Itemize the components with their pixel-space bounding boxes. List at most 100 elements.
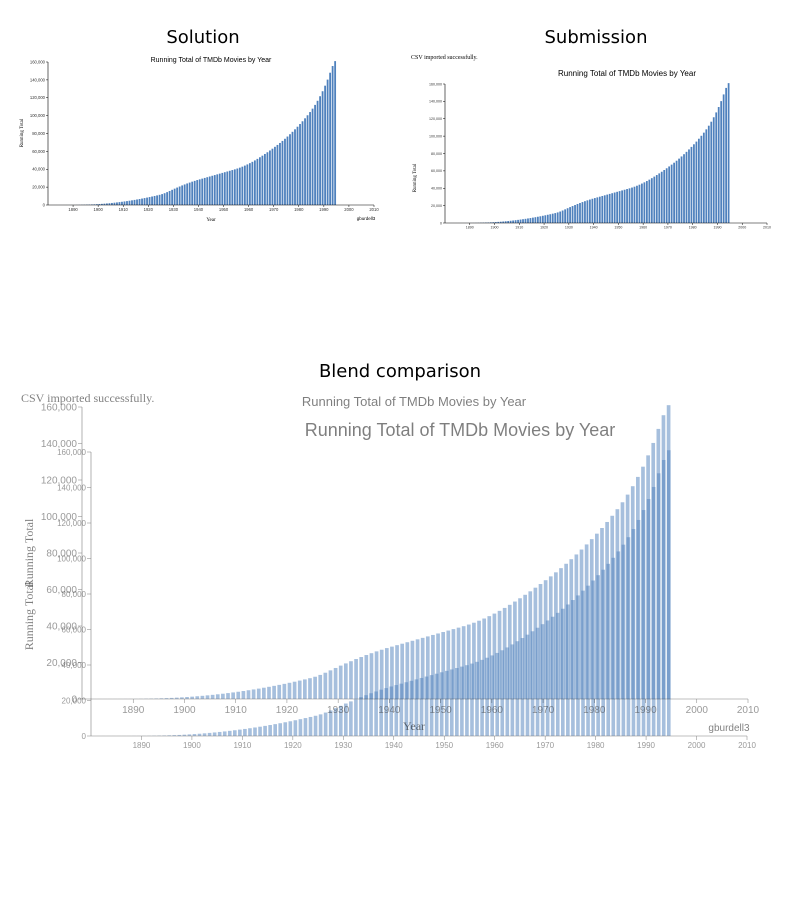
blend-solution-bar-1948 bbox=[425, 636, 430, 699]
submission-y-tick-label-20000: 20,000 bbox=[431, 204, 442, 208]
blend-solution-bar-1922 bbox=[292, 681, 297, 699]
blend-solution-bar-1908 bbox=[221, 693, 225, 699]
solution-x-tick-label-1960: 1960 bbox=[244, 207, 254, 212]
submission-bar-1955 bbox=[628, 188, 631, 223]
blend-solution-bar-1939 bbox=[379, 649, 384, 699]
solution-bar-1972 bbox=[276, 144, 279, 205]
blend-solution-bar-1934 bbox=[354, 659, 358, 699]
blend-solution-bar-1978 bbox=[579, 549, 584, 699]
submission-bar-1925 bbox=[554, 213, 557, 223]
solution-bar-1935 bbox=[183, 184, 186, 205]
blend-solution-bar-1972 bbox=[548, 576, 553, 699]
solution-bar-1936 bbox=[186, 183, 189, 205]
submission-bar-1916 bbox=[532, 217, 534, 223]
solution-bar-1965 bbox=[259, 157, 261, 205]
submission-bar-1969 bbox=[663, 170, 666, 223]
solution-bar-1988 bbox=[316, 100, 319, 205]
solution-bar-1946 bbox=[211, 175, 214, 205]
blend-solution-y-tick-label-20000: 20,000 bbox=[46, 658, 77, 669]
solution-bar-1951 bbox=[223, 172, 226, 205]
solution-x-tick-label-1950: 1950 bbox=[219, 207, 229, 212]
solution-bar-1958 bbox=[241, 166, 244, 205]
blend-submission-y-tick-label-0: 0 bbox=[82, 732, 87, 741]
solution-bar-1941 bbox=[198, 179, 201, 205]
blend-submission-bar-1936 bbox=[369, 693, 373, 736]
solution-bar-1970 bbox=[271, 148, 274, 205]
blend-submission-bar-1923 bbox=[303, 718, 308, 736]
blend-solution-bar-1931 bbox=[338, 665, 343, 699]
solution-y-axis: 0 20,000 40,000 60,000 80,000 100,000 120,000 1… bbox=[30, 59, 49, 207]
submission-bar-1920 bbox=[541, 215, 544, 223]
blend-solution-bar-1919 bbox=[277, 684, 282, 699]
submission-bar-1977 bbox=[683, 154, 685, 223]
solution-bar-1973 bbox=[279, 142, 281, 205]
blend-submission-y-tick-label-100000: 100,000 bbox=[57, 554, 86, 563]
submission-x-tick-label-1970: 1970 bbox=[664, 226, 672, 230]
submission-bar-1932 bbox=[571, 206, 574, 223]
submission-x-tick-label-1950: 1950 bbox=[614, 226, 622, 230]
solution-bar-1978 bbox=[291, 131, 294, 205]
blend-solution-bar-1933 bbox=[349, 661, 353, 699]
solution-bar-1977 bbox=[289, 134, 291, 205]
blend-solution-bar-1911 bbox=[236, 691, 241, 699]
blend-solution-bar-1953 bbox=[451, 629, 456, 699]
blend-solution-bar-1951 bbox=[441, 632, 446, 699]
submission-bar-1927 bbox=[559, 211, 562, 223]
submission-bar-1948 bbox=[611, 193, 614, 223]
submission-bar-1924 bbox=[551, 213, 554, 223]
blend-submission-bar-1918 bbox=[278, 723, 283, 736]
blend-submission-x-tick-label-1950: 1950 bbox=[435, 741, 453, 750]
solution-bar-1899 bbox=[93, 204, 96, 205]
blend-solution-bar-1901 bbox=[185, 697, 189, 699]
blend-submission-y-tick-label-40000: 40,000 bbox=[62, 661, 87, 670]
blend-solution-x-tick-label-1960: 1960 bbox=[481, 705, 504, 716]
solution-bar-1994 bbox=[331, 66, 334, 205]
blend-solution-bar-1902 bbox=[190, 696, 194, 699]
blend-submission-bar-1933 bbox=[354, 699, 358, 736]
submission-bar-1947 bbox=[608, 193, 611, 223]
blend-solution-bar-1954 bbox=[456, 627, 461, 699]
blend-solution-bar-1929 bbox=[328, 670, 333, 699]
blend-solution-y-axis-label: Running Total bbox=[22, 518, 36, 587]
submission-bar-1979 bbox=[688, 149, 690, 223]
solution-x-axis-label: Year bbox=[206, 218, 216, 223]
blend-solution-bar-1956 bbox=[466, 624, 471, 699]
blend-solution-bar-1992 bbox=[651, 442, 656, 699]
blend-submission-bar-1897 bbox=[172, 735, 177, 736]
submission-bar-1966 bbox=[655, 175, 658, 223]
solution-bar-1911 bbox=[123, 201, 126, 205]
blend-submission-x-tick-label-1910: 1910 bbox=[233, 741, 251, 750]
submission-y-axis-label: Running Total bbox=[413, 163, 418, 192]
blend-submission-bar-1963 bbox=[505, 647, 510, 736]
solution-y-tick-label-20000: 20,000 bbox=[32, 185, 45, 190]
blend-submission-layer: CSV imported successfully. Running Total… bbox=[21, 391, 756, 750]
submission-bar-1910 bbox=[517, 219, 519, 223]
submission-bar-1974 bbox=[675, 160, 678, 223]
blend-submission-bar-1956 bbox=[470, 663, 474, 736]
blend-solution-x-tick-label-1970: 1970 bbox=[532, 705, 555, 716]
blend-submission-bar-1908 bbox=[227, 730, 232, 736]
blend-submission-bar-1900 bbox=[187, 734, 192, 736]
blend-solution-bar-1994 bbox=[661, 415, 666, 699]
solution-x-tick-label-1930: 1930 bbox=[169, 207, 179, 212]
submission-bar-1915 bbox=[529, 218, 532, 223]
blend-credit: gburdell3 bbox=[708, 723, 750, 734]
submission-bar-1953 bbox=[623, 189, 626, 223]
blend-submission-bar-1965 bbox=[515, 641, 520, 736]
blend-solution-bar-1930 bbox=[333, 667, 338, 699]
solution-bar-1971 bbox=[274, 146, 276, 205]
submission-bar-1982 bbox=[695, 141, 698, 223]
blend-submission-bar-1931 bbox=[344, 703, 348, 736]
solution-bar-1910 bbox=[121, 201, 123, 205]
solution-y-axis-label: Running Total bbox=[20, 118, 25, 147]
submission-bar-1930 bbox=[566, 208, 569, 223]
submission-bar-1956 bbox=[631, 187, 633, 223]
solution-bar-1995 bbox=[334, 61, 337, 205]
submission-bar-1993 bbox=[722, 94, 725, 223]
submission-x-tick-label-1900: 1900 bbox=[491, 226, 499, 230]
blend-submission-bar-1926 bbox=[318, 714, 323, 736]
blend-solution-bar-1985 bbox=[615, 509, 620, 699]
blend-solution-bar-1937 bbox=[369, 653, 374, 699]
solution-x-tick-label-1990: 1990 bbox=[319, 207, 329, 212]
submission-bar-1963 bbox=[648, 179, 651, 223]
